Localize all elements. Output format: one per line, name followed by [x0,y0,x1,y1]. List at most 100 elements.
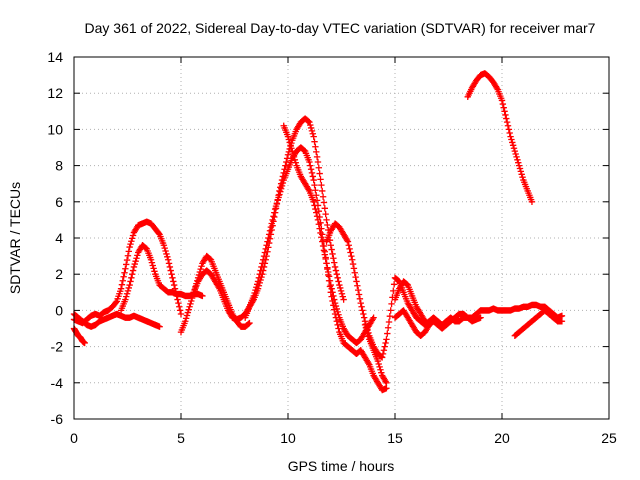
data-point [199,292,206,300]
data-point [384,330,391,337]
data-point [261,249,269,256]
data-point [323,216,330,224]
data-point [305,118,312,125]
data-point [186,303,193,310]
data-point [426,321,433,329]
chart-title: Day 361 of 2022, Sidereal Day-to-day VTE… [85,20,596,36]
data-point [266,227,274,234]
data-point [257,267,264,274]
data-point [326,277,334,284]
data-point [129,271,136,278]
data-point [307,162,314,169]
data-point [170,281,178,289]
x-tick-label: 25 [601,430,617,446]
data-point [256,271,263,278]
data-point [215,284,222,291]
data-point [163,250,170,258]
data-point [117,285,125,292]
x-tick-label: 0 [70,430,78,446]
data-point [315,164,323,171]
data-point [317,176,324,183]
data-point [125,248,132,255]
data-point [118,281,126,288]
data-point [363,327,370,334]
data-point [425,320,432,328]
series-sat-f [190,115,347,323]
data-point [358,303,365,310]
data-point [500,104,507,111]
data-point [126,243,133,251]
data-point [123,256,131,264]
data-point [284,151,292,158]
data-point [379,350,387,358]
data-point [124,287,132,295]
data-point [288,145,295,152]
data-point [282,162,289,169]
data-point [508,136,515,143]
data-point [347,249,354,256]
data-point [378,354,386,361]
data-point [313,213,321,220]
data-point [362,324,370,331]
data-point [127,240,134,248]
data-point [336,281,343,289]
data-point [518,171,525,178]
y-tick-label: 14 [47,49,63,65]
data-point [185,306,192,313]
data-point [517,168,525,175]
data-point [265,234,272,242]
data-point [246,319,253,327]
data-point [311,202,318,209]
data-point [133,255,140,262]
data-point [292,159,299,166]
data-point [346,245,353,253]
data-point [309,130,317,137]
data-point [383,379,390,386]
data-point [267,223,275,231]
data-point [175,299,182,307]
data-point [306,118,313,126]
data-point [493,84,501,92]
series-sat-c [70,325,88,347]
grid-lines [74,57,609,419]
data-point [126,281,133,289]
data-point [254,278,262,285]
data-point [155,230,162,237]
data-point [176,303,183,310]
data-point [277,188,284,195]
data-point [119,277,126,284]
data-point [380,347,388,354]
data-point [383,385,390,392]
data-point [348,252,355,260]
data-point [320,247,328,254]
series-sat-a [70,218,185,327]
data-point [509,139,516,146]
data-point [168,271,175,278]
data-point [329,289,336,296]
data-point [337,287,345,295]
data-point [277,185,285,192]
y-tick-label: 10 [47,121,63,137]
data-point [167,267,174,274]
data-point [147,256,155,263]
data-point [313,148,320,156]
y-tick-label: 2 [55,266,63,282]
data-point [313,153,321,161]
data-point [519,173,526,181]
data-point [334,308,341,316]
data-point [338,290,346,297]
data-point [124,252,132,259]
data-point [150,265,157,272]
data-point [320,199,328,206]
data-point [149,262,156,269]
data-point [515,162,523,169]
series-sat-j [391,301,566,339]
data-point [308,169,316,177]
data-point [123,290,131,297]
data-point [287,142,294,149]
data-point [310,133,317,140]
data-point [174,296,181,303]
data-point [331,299,339,307]
data-point [385,318,393,326]
x-tick-label: 15 [387,430,403,446]
